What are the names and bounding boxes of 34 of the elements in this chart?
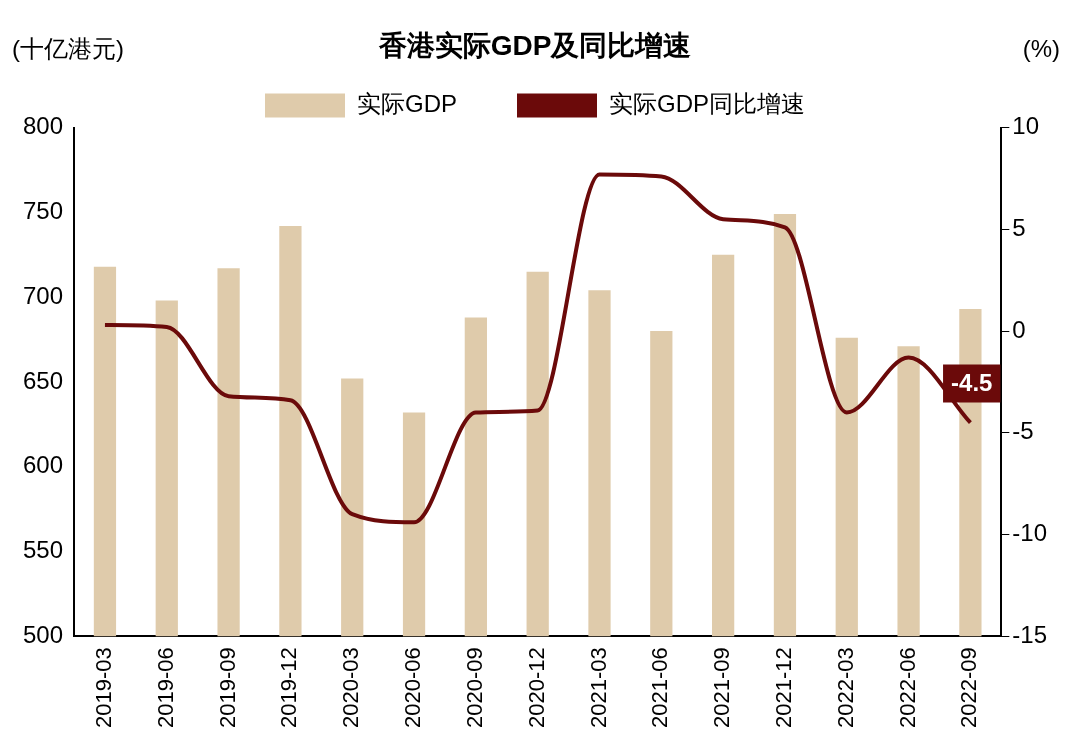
y2-tick-label: -5 bbox=[1012, 417, 1034, 445]
x-tick-label: 2021-09 bbox=[709, 647, 735, 729]
x-tick-label: 2022-09 bbox=[956, 647, 982, 729]
x-tick-label: 2019-03 bbox=[91, 647, 117, 729]
x-tick-label: 2021-03 bbox=[585, 647, 611, 729]
y2-tick-label: 0 bbox=[1012, 315, 1026, 343]
y-tick-label: 500 bbox=[23, 620, 64, 648]
x-tick-label: 2022-06 bbox=[894, 647, 920, 729]
x-tick-label: 2020-06 bbox=[400, 647, 426, 729]
y-tick-label: 600 bbox=[23, 451, 64, 479]
y-tick-label: 550 bbox=[23, 536, 64, 564]
y2-tick-label: -10 bbox=[1012, 519, 1047, 547]
x-tick-label: 2021-06 bbox=[647, 647, 673, 729]
x-tick-label: 2019-09 bbox=[214, 647, 240, 729]
x-tick-label: 2021-12 bbox=[771, 647, 797, 729]
y2-tick-label: 5 bbox=[1012, 213, 1026, 241]
y2-tick-label: -15 bbox=[1012, 620, 1047, 648]
x-tick-label: 2020-09 bbox=[461, 647, 487, 729]
y-tick-label: 700 bbox=[23, 281, 64, 309]
legend-label: 实际GDP同比增速 bbox=[609, 90, 806, 118]
y-axis-title: (十亿港元) bbox=[12, 34, 124, 62]
y-tick-label: 650 bbox=[23, 366, 64, 394]
y2-tick-label: 10 bbox=[1012, 112, 1040, 140]
x-tick-label: 2019-12 bbox=[276, 647, 302, 729]
x-tick-label: 2020-12 bbox=[523, 647, 549, 729]
y2-axis-title: (%) bbox=[1022, 34, 1060, 62]
data-label: -4.5 bbox=[951, 369, 993, 397]
y-tick-label: 800 bbox=[23, 112, 64, 140]
x-tick-label: 2020-03 bbox=[338, 647, 364, 729]
x-tick-label: 2019-06 bbox=[152, 647, 178, 729]
y-tick-label: 750 bbox=[23, 197, 64, 224]
legend-label: 实际GDP bbox=[356, 90, 458, 118]
x-tick-label: 2022-03 bbox=[832, 647, 858, 729]
chart-title: 香港实际GDP及同比增速 bbox=[377, 29, 692, 61]
